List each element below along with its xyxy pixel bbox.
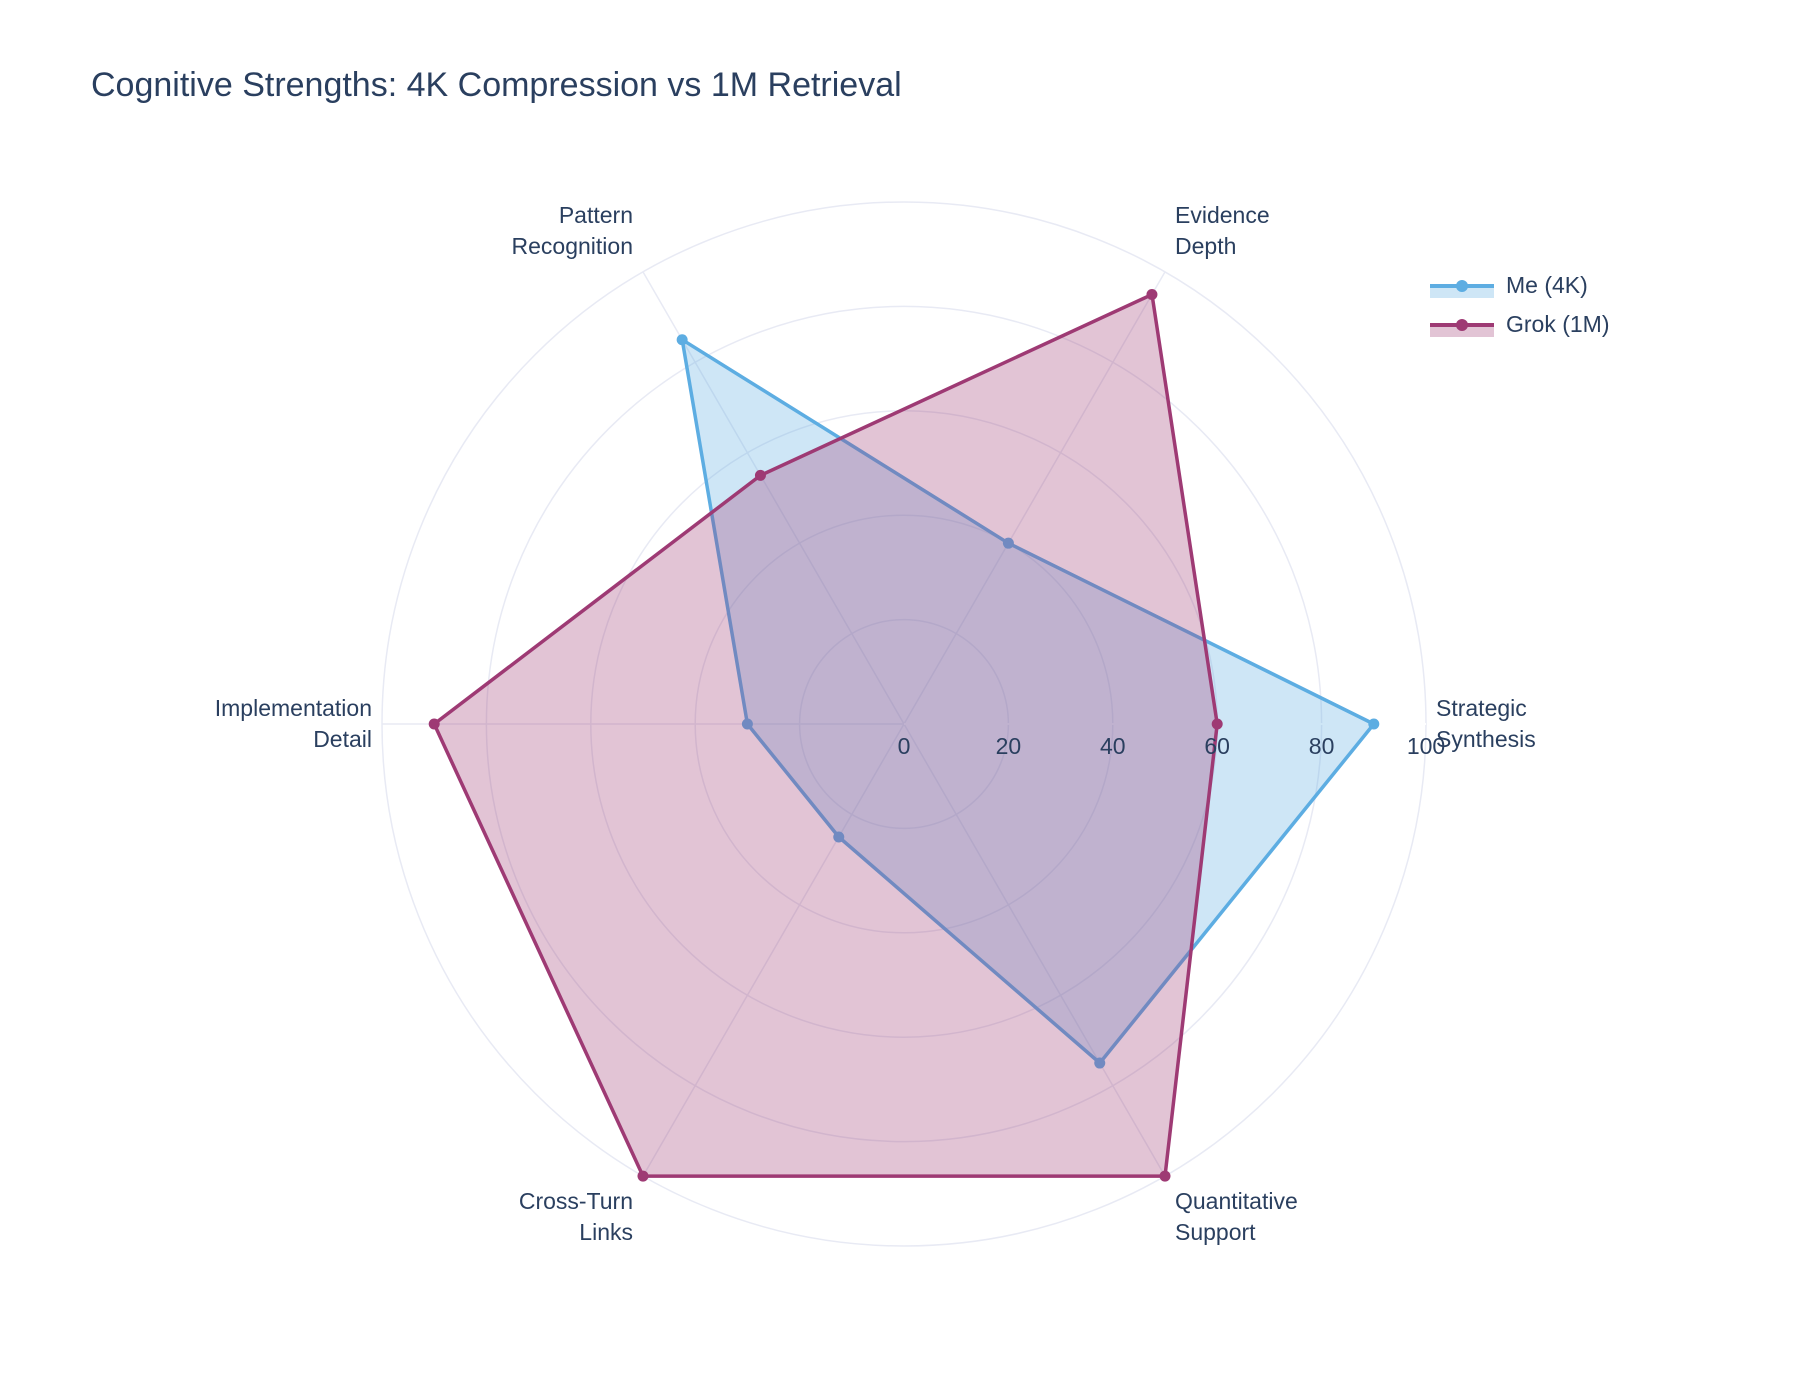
radar-series: [428, 289, 1380, 1182]
legend[interactable]: Me (4K) Grok (1M): [1430, 266, 1610, 344]
legend-label: Grok (1M): [1506, 311, 1610, 337]
series-point-1: [754, 469, 766, 481]
series-point-0: [1002, 537, 1014, 549]
category-label: Evidence Depth: [1175, 202, 1270, 259]
radial-tick-label: 100: [1407, 733, 1445, 759]
legend-swatch-marker: [1456, 279, 1468, 292]
series-point-1: [1211, 718, 1223, 730]
legend-label: Me (4K): [1506, 272, 1588, 298]
series-point-0: [1368, 718, 1380, 730]
radial-tick-label: 40: [1100, 733, 1126, 759]
series-point-1: [637, 1170, 649, 1182]
series-point-0: [833, 831, 845, 843]
category-label: Strategic Synthesis: [1436, 695, 1536, 752]
radar-grid: [381, 201, 1427, 1247]
legend-item-1[interactable]: Grok (1M): [1430, 305, 1610, 344]
grid-spoke: [642, 723, 905, 1177]
legend-swatch-fill: [1430, 324, 1494, 337]
category-label: Quantitative Support: [1175, 1188, 1298, 1245]
category-labels: Strategic Synthesis Evidence Depth Pattern Re…: [215, 202, 1536, 1245]
grid-spoke: [903, 723, 1166, 1177]
series-point-1: [428, 718, 440, 730]
series-point-1: [1146, 289, 1158, 301]
chart-title: Cognitive Strengths: 4K Compression vs 1…: [91, 66, 902, 104]
category-label: Implementation Detail: [215, 695, 372, 752]
radial-ticks: 0 20 40 60 80 100: [898, 733, 1446, 759]
legend-swatch-marker: [1456, 318, 1468, 331]
grid-spoke: [642, 271, 905, 725]
series-point-0: [741, 718, 753, 730]
category-label: Cross-Turn Links: [519, 1188, 633, 1245]
legend-swatch: [1430, 313, 1494, 337]
radial-tick-label: 0: [898, 733, 911, 759]
legend-swatch-fill: [1430, 285, 1494, 298]
radial-tick-label: 60: [1204, 733, 1230, 759]
radial-tick-label: 80: [1309, 733, 1335, 759]
series-point-0: [1094, 1057, 1106, 1069]
legend-item-0[interactable]: Me (4K): [1430, 266, 1610, 305]
grid-spoke: [903, 271, 1166, 725]
radial-tick-label: 20: [996, 733, 1022, 759]
series-point-1: [1159, 1170, 1171, 1182]
category-label: Pattern Recognition: [512, 202, 633, 259]
legend-swatch: [1430, 274, 1494, 298]
series-point-0: [676, 334, 688, 346]
